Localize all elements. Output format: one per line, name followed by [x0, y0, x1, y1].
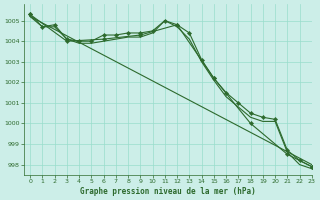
X-axis label: Graphe pression niveau de la mer (hPa): Graphe pression niveau de la mer (hPa)	[80, 187, 256, 196]
